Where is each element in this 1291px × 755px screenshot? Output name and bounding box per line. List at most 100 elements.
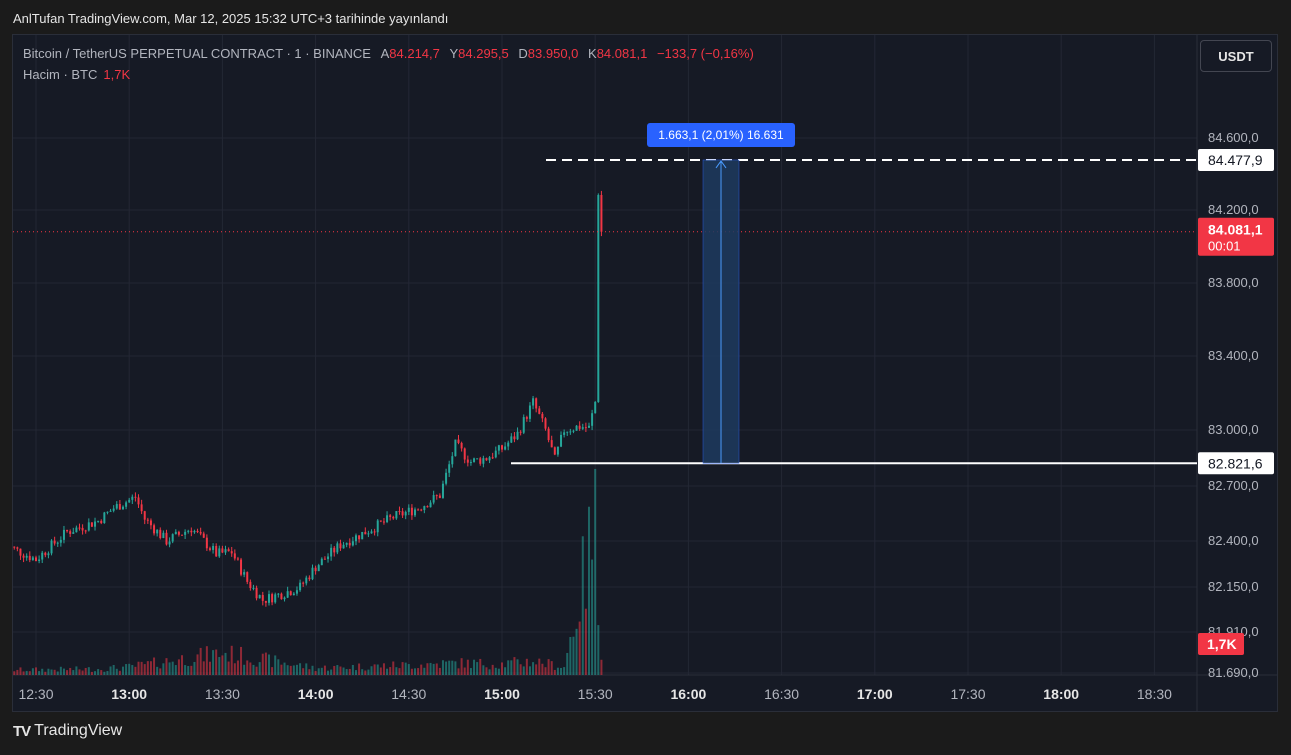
symbol-title[interactable]: Bitcoin / TetherUS PERPETUAL CONTRACT · … [23, 46, 371, 61]
candle-body [13, 546, 16, 548]
volume-bar [25, 670, 28, 675]
volume-bar [35, 667, 37, 675]
volume-bar [62, 668, 65, 675]
price-tick-label: 83.400,0 [1208, 348, 1259, 363]
candle-body [227, 549, 230, 552]
candle-body [31, 557, 34, 561]
volume-bar [53, 669, 56, 675]
candle-body [591, 413, 594, 426]
volume-bar [153, 657, 156, 675]
candle-body [97, 520, 100, 522]
volume-bar [81, 670, 84, 675]
candle-body [541, 413, 544, 419]
volume-bar [432, 663, 435, 675]
volume-bar [401, 662, 404, 675]
volume-bar [376, 664, 379, 675]
volume-bar [246, 660, 249, 675]
currency-button[interactable]: USDT [1200, 40, 1272, 72]
candle-body [535, 398, 538, 409]
volume-label[interactable]: Hacim · BTC [23, 67, 98, 82]
close-value: 84.081,1 [596, 46, 648, 61]
candle-body [187, 530, 190, 532]
price-tick-label: 82.150,0 [1208, 579, 1259, 594]
volume-bar [395, 667, 398, 675]
candle-body [274, 594, 277, 603]
candle-body [264, 600, 267, 603]
chart-panel[interactable]: 84.600,0 84.200,0 83.800,0 83.400,0 83.000,0… [12, 34, 1278, 712]
candle-body [395, 511, 398, 519]
candle-body [367, 533, 370, 535]
volume-bar [370, 666, 373, 675]
candle-body [479, 458, 482, 464]
candle-body [336, 543, 339, 553]
candle-body [295, 590, 298, 594]
candle-body [330, 547, 333, 557]
candle-body [323, 558, 326, 560]
volume-bar [292, 665, 295, 675]
close-label: K [588, 46, 597, 61]
candle-body [302, 582, 305, 584]
candle-body [137, 497, 140, 505]
volume-bar [563, 667, 566, 675]
candle-body [441, 483, 444, 498]
last-price-countdown: 00:01 [1208, 239, 1241, 254]
volume-bar [283, 662, 286, 675]
candle-body [131, 496, 134, 500]
candle-body [38, 559, 41, 562]
candle-body [358, 535, 361, 540]
volume-bar [414, 668, 417, 675]
volume-bar [339, 666, 342, 675]
candle-body [420, 509, 423, 511]
volume-bar [482, 665, 485, 675]
volume-bar [143, 664, 146, 675]
candle-body [494, 450, 497, 458]
change-value: −133,7 (−0,16%) [656, 46, 754, 61]
volume-bar [367, 669, 370, 675]
candle-body [507, 442, 510, 447]
candle-body [271, 594, 274, 603]
candle-body [19, 548, 22, 556]
candle-body [379, 520, 382, 522]
volume-bar [463, 667, 466, 675]
candle-body [109, 510, 112, 512]
candle-body [392, 516, 395, 519]
candle-body [348, 542, 351, 546]
volume-bar [358, 663, 361, 675]
candle-body [283, 597, 286, 600]
last-price-value: 84.081,1 [1208, 222, 1263, 238]
candle-body [389, 515, 392, 517]
volume-bar [156, 666, 159, 675]
candle-body [454, 439, 457, 457]
candle-body [81, 527, 84, 531]
volume-bar [504, 667, 507, 675]
price-chart[interactable]: 84.600,0 84.200,0 83.800,0 83.400,0 83.000,0… [13, 35, 1278, 712]
candle-body [417, 509, 420, 511]
volume-bar [218, 657, 221, 675]
candle-body [466, 459, 469, 463]
candle-body [168, 541, 171, 545]
candle-body [473, 458, 476, 463]
volume-bar [323, 665, 326, 675]
candle-body [252, 587, 255, 589]
volume-bar [215, 649, 218, 675]
time-tick-label: 14:30 [391, 686, 426, 702]
candle-body [351, 541, 354, 546]
candle-body [121, 506, 124, 510]
time-tick-label: 13:00 [111, 686, 147, 702]
candle-body [522, 417, 525, 433]
candle-body [320, 558, 323, 566]
candle-body [143, 511, 146, 520]
volume-bar [507, 660, 510, 675]
candle-body [28, 555, 31, 561]
tradingview-footer[interactable]: TV TradingView [13, 722, 122, 740]
volume-bar [423, 667, 426, 675]
candle-body [510, 436, 513, 443]
time-tick-label: 16:30 [764, 686, 799, 702]
volume-bar [460, 658, 463, 675]
volume-bar [544, 667, 547, 675]
volume-bar [243, 664, 246, 675]
volume-bar [302, 668, 305, 675]
candle-body [106, 511, 109, 513]
volume-bar [90, 671, 93, 675]
candle-body [528, 405, 531, 419]
